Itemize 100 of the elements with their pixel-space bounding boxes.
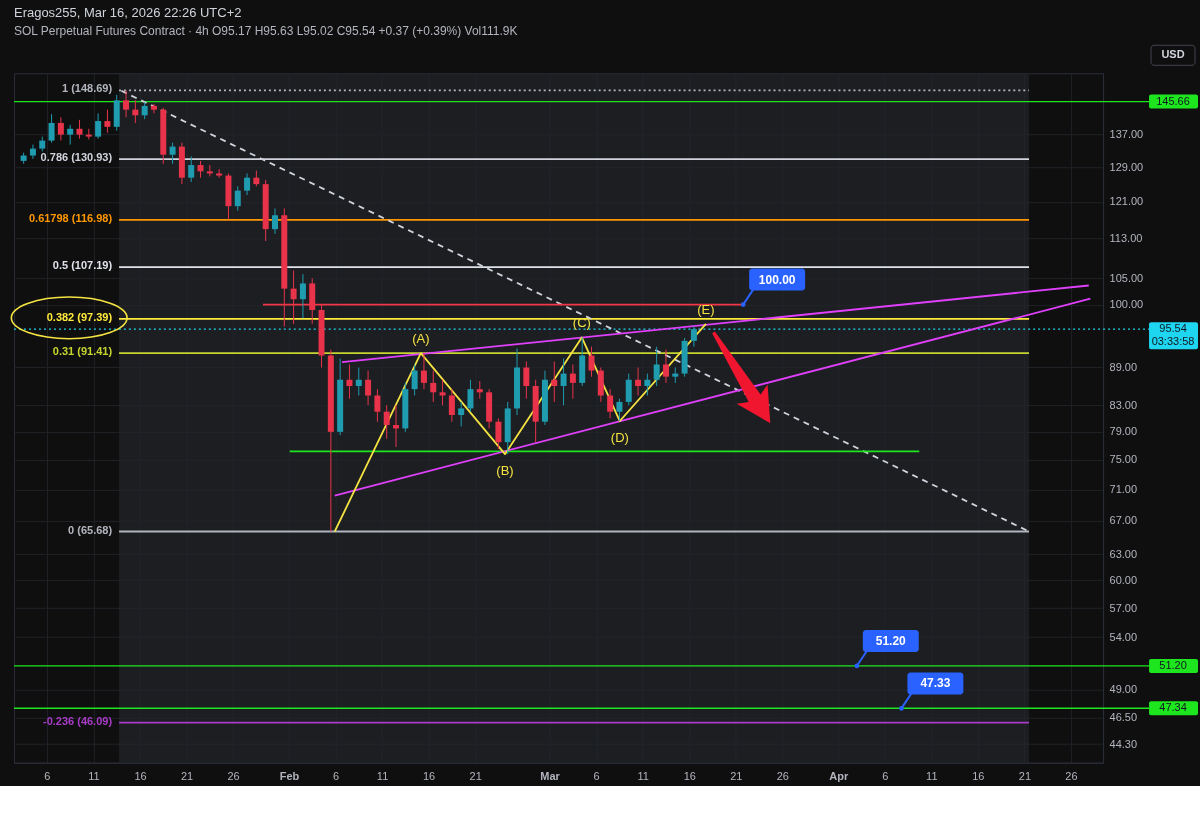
candlestick — [551, 360, 558, 403]
annotation: (C) — [572, 315, 591, 331]
candlestick — [346, 363, 353, 400]
y-tick-label: 75.00 — [1109, 453, 1138, 466]
candlestick — [95, 112, 102, 140]
y-tick-label: 113.00 — [1109, 232, 1143, 245]
candlestick — [355, 367, 362, 397]
y-tick-label: 49.00 — [1109, 683, 1138, 696]
candlestick — [635, 367, 642, 397]
y-tick-label: 44.30 — [1109, 737, 1138, 750]
x-tick-label: 21 — [730, 770, 743, 783]
candlestick — [569, 363, 576, 400]
ref-line-label: 51.20 — [1159, 658, 1187, 671]
candlestick — [29, 144, 36, 160]
candlestick — [616, 398, 623, 422]
series-label: 0.61798 (116.98) — [28, 211, 113, 224]
y-tick-label: 67.00 — [1109, 514, 1138, 527]
y-tick-label: 129.00 — [1109, 160, 1144, 173]
candlestick — [383, 404, 390, 440]
y-tick-label: 121.00 — [1109, 195, 1144, 208]
chart-title: Eragos255, Mar 16, 2026 22:26 UTC+2 — [13, 4, 242, 20]
ref-line-label: 145.66 — [1156, 94, 1190, 107]
annotation: (A) — [412, 331, 430, 347]
candlestick — [188, 155, 195, 183]
x-tick-label: 11 — [926, 770, 938, 783]
candlestick — [57, 116, 64, 142]
candlestick — [365, 370, 372, 406]
candlestick — [271, 207, 278, 235]
annotation: 47.33 — [920, 676, 951, 691]
candlestick — [48, 113, 55, 144]
candlestick — [169, 142, 176, 165]
candlestick — [244, 172, 251, 196]
candlestick — [374, 388, 381, 423]
x-tick-label: 6 — [593, 770, 600, 783]
x-tick-label: 16 — [972, 770, 985, 783]
candlestick — [299, 273, 306, 319]
candlestick — [560, 357, 567, 406]
chart-subtitle: SOL Perpetual Futures Contract · 4h O95.17 H95.63 L95.02 C95.54 +0.37 (+0.39%) Vol111.9K — [13, 23, 518, 38]
x-tick-label: 16 — [683, 770, 696, 783]
series-label: 0.786 (130.93) — [40, 151, 113, 164]
x-tick-label: 11 — [88, 770, 100, 783]
candlestick — [467, 379, 474, 413]
x-tick-label: Mar — [540, 770, 561, 783]
x-tick-label: 26 — [227, 770, 240, 783]
ref-line-label: 47.34 — [1159, 701, 1187, 714]
series-label: 1 (148.69) — [61, 82, 113, 95]
candlestick — [411, 363, 418, 397]
y-tick-label: 71.00 — [1109, 482, 1138, 495]
y-tick-label: 137.00 — [1109, 128, 1144, 141]
x-tick-label: 21 — [180, 770, 194, 783]
y-tick-label: 54.00 — [1109, 630, 1138, 643]
annotation: 100.00 — [758, 272, 796, 287]
y-tick-label: 79.00 — [1109, 425, 1138, 438]
candlestick — [690, 326, 697, 348]
y-tick-label: 105.00 — [1109, 271, 1144, 284]
candlestick — [523, 360, 530, 400]
annotation: 51.20 — [875, 633, 907, 648]
text: USD — [1161, 48, 1185, 61]
x-tick-label: 6 — [44, 770, 51, 783]
y-tick-label: 100.00 — [1109, 298, 1144, 311]
y-tick-label: 63.00 — [1109, 547, 1138, 560]
candlestick — [76, 119, 83, 140]
candlestick — [607, 388, 614, 419]
y-tick-label: 46.50 — [1109, 711, 1138, 724]
candlestick — [150, 103, 157, 114]
candlestick — [104, 109, 111, 134]
annotation: (E) — [697, 301, 715, 317]
x-tick-label: 11 — [376, 770, 389, 783]
candlestick — [420, 352, 427, 390]
x-tick-label: 26 — [776, 770, 789, 783]
candlestick — [653, 346, 660, 387]
x-tick-label: 6 — [332, 770, 340, 783]
x-tick-label: 16 — [422, 770, 436, 783]
series-label: 0.5 (107.19) — [52, 259, 113, 272]
series-label: 0.31 (91.41) — [52, 345, 113, 358]
y-tick-label: 83.00 — [1109, 398, 1138, 411]
annotation: (D) — [610, 430, 629, 445]
x-tick-label: 21 — [1018, 770, 1031, 783]
series-label: 0.382 (97.39) — [46, 310, 113, 323]
series-label: 0 (65.68) — [68, 523, 113, 536]
candlestick — [216, 168, 223, 179]
candlestick — [458, 401, 465, 427]
x-tick-label: 16 — [134, 770, 147, 783]
x-tick-label: 21 — [469, 770, 482, 783]
candlestick — [234, 185, 241, 212]
y-tick-label: 60.00 — [1109, 573, 1138, 586]
candlestick — [644, 373, 651, 397]
x-tick-label: 26 — [1065, 770, 1078, 783]
x-tick-label: Feb — [279, 770, 300, 783]
candlestick — [393, 404, 400, 448]
candlestick — [123, 89, 130, 118]
x-tick-label: Apr — [829, 770, 849, 783]
candlestick — [588, 346, 595, 378]
y-tick-label: 57.00 — [1109, 601, 1138, 614]
candlestick — [439, 379, 446, 406]
x-tick-label: 11 — [637, 770, 649, 783]
annotation: (B) — [496, 463, 514, 479]
series-label: -0.236 (46.09) — [43, 714, 113, 727]
candlestick — [448, 388, 455, 423]
y-tick-label: 89.00 — [1109, 360, 1138, 373]
